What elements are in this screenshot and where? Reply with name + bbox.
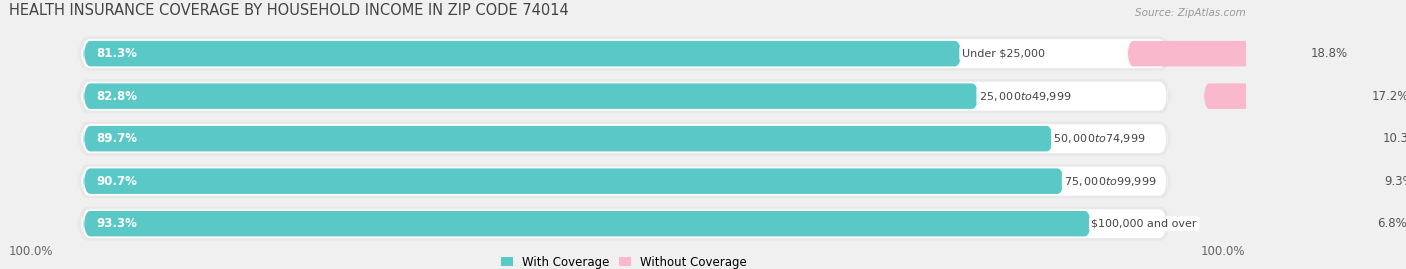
FancyBboxPatch shape: [1305, 211, 1367, 236]
Text: HEALTH INSURANCE COVERAGE BY HOUSEHOLD INCOME IN ZIP CODE 74014: HEALTH INSURANCE COVERAGE BY HOUSEHOLD I…: [8, 2, 569, 17]
Text: 10.3%: 10.3%: [1384, 132, 1406, 145]
Text: 17.2%: 17.2%: [1372, 90, 1406, 103]
FancyBboxPatch shape: [83, 83, 979, 109]
FancyBboxPatch shape: [77, 122, 1171, 156]
FancyBboxPatch shape: [77, 79, 1171, 113]
Text: $75,000 to $99,999: $75,000 to $99,999: [1064, 175, 1157, 188]
Text: $100,000 and over: $100,000 and over: [1091, 219, 1197, 229]
Text: 90.7%: 90.7%: [96, 175, 136, 188]
Text: Source: ZipAtlas.com: Source: ZipAtlas.com: [1135, 8, 1246, 17]
FancyBboxPatch shape: [1278, 126, 1374, 151]
Text: 89.7%: 89.7%: [96, 132, 136, 145]
FancyBboxPatch shape: [77, 207, 1171, 241]
FancyBboxPatch shape: [82, 124, 1167, 153]
Text: 18.8%: 18.8%: [1310, 47, 1347, 60]
FancyBboxPatch shape: [1289, 168, 1375, 194]
Text: $50,000 to $74,999: $50,000 to $74,999: [1053, 132, 1146, 145]
Text: 81.3%: 81.3%: [96, 47, 136, 60]
FancyBboxPatch shape: [77, 164, 1171, 198]
FancyBboxPatch shape: [83, 126, 1053, 151]
FancyBboxPatch shape: [1128, 41, 1301, 66]
Text: 9.3%: 9.3%: [1385, 175, 1406, 188]
Text: Under $25,000: Under $25,000: [962, 49, 1045, 59]
FancyBboxPatch shape: [82, 209, 1167, 238]
FancyBboxPatch shape: [83, 168, 1064, 194]
FancyBboxPatch shape: [82, 39, 1167, 68]
FancyBboxPatch shape: [1204, 83, 1362, 109]
FancyBboxPatch shape: [82, 82, 1167, 111]
FancyBboxPatch shape: [83, 211, 1091, 236]
Text: 82.8%: 82.8%: [96, 90, 136, 103]
Text: 100.0%: 100.0%: [1201, 245, 1246, 258]
Legend: With Coverage, Without Coverage: With Coverage, Without Coverage: [501, 256, 747, 268]
Text: 100.0%: 100.0%: [8, 245, 53, 258]
FancyBboxPatch shape: [77, 37, 1171, 71]
FancyBboxPatch shape: [82, 167, 1167, 196]
FancyBboxPatch shape: [83, 41, 962, 66]
Text: $25,000 to $49,999: $25,000 to $49,999: [979, 90, 1071, 103]
Text: 93.3%: 93.3%: [96, 217, 136, 230]
Text: 6.8%: 6.8%: [1376, 217, 1406, 230]
